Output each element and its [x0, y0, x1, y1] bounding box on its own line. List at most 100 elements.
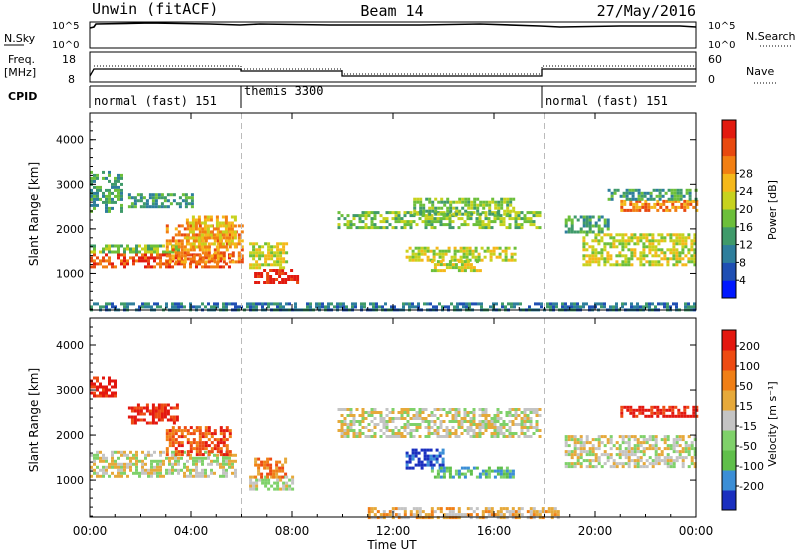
power-cell: [114, 200, 117, 204]
power-cell: [132, 256, 135, 260]
power-cell: [681, 248, 685, 252]
velocity-cell: [514, 411, 518, 414]
velocity-cell: [511, 472, 515, 476]
freq-label-1: Freq.: [8, 53, 35, 66]
velocity-cell: [391, 420, 395, 423]
velocity-cell: [198, 474, 201, 478]
velocity-cell: [397, 417, 401, 420]
power-cell: [197, 233, 201, 237]
velocity-cell: [630, 459, 634, 463]
velocity-cell: [481, 510, 485, 514]
velocity-region: [564, 435, 697, 469]
power-cell: [400, 217, 404, 221]
power-cell: [529, 211, 533, 215]
velocity-cell: [120, 450, 123, 454]
velocity-cell: [490, 510, 494, 514]
velocity-cell: [508, 513, 512, 517]
power-cell: [484, 226, 488, 230]
velocity-cell: [105, 465, 108, 469]
power-cell: [588, 245, 592, 249]
velocity-cell: [174, 441, 178, 445]
velocity-cell: [254, 475, 258, 479]
power-cell: [233, 230, 237, 234]
power-cell: [470, 206, 474, 210]
power-cell: [621, 242, 625, 246]
velocity-cell: [151, 403, 155, 407]
velocity-cell: [609, 435, 613, 439]
power-cell: [249, 254, 253, 258]
power-cell: [570, 218, 574, 222]
velocity-cell: [520, 411, 524, 414]
power-cell: [162, 262, 165, 266]
power-cell: [285, 260, 289, 264]
power-cell: [651, 245, 655, 249]
velocity-cell: [556, 516, 560, 520]
power-cell: [230, 230, 234, 234]
velocity-cell: [683, 405, 687, 409]
velocity-cell: [150, 465, 153, 469]
power-cell: [482, 203, 486, 207]
power-cell: [231, 251, 235, 255]
velocity-cell: [451, 432, 455, 435]
power-cell: [201, 251, 205, 255]
velocity-cell: [672, 444, 676, 448]
power-cell: [215, 245, 219, 249]
power-cell: [446, 209, 450, 213]
velocity-cell: [222, 456, 225, 460]
velocity-cell: [597, 456, 601, 460]
velocity-cell: [269, 469, 273, 473]
power-cell: [683, 202, 687, 206]
power-cell: [180, 245, 184, 249]
velocity-cell: [600, 465, 604, 469]
velocity-cell: [189, 444, 193, 448]
power-cell: [504, 305, 507, 309]
power-cell: [159, 244, 162, 248]
power-cell: [674, 205, 678, 209]
power-cell: [600, 236, 604, 240]
power-cell: [529, 223, 533, 227]
velocity-cell: [612, 459, 616, 463]
power-cell: [209, 215, 213, 219]
velocity-cell: [532, 516, 536, 520]
velocity-cell: [114, 385, 117, 389]
power-cell: [414, 252, 418, 256]
power-cell: [213, 248, 217, 252]
velocity-cell: [418, 435, 422, 438]
velocity-cell: [508, 411, 512, 414]
power-cell: [502, 223, 506, 227]
power-cell: [609, 245, 613, 249]
power-cell: [675, 236, 679, 240]
power-cell: [145, 199, 149, 203]
power-cell: [630, 254, 634, 258]
velocity-cell: [195, 441, 199, 445]
power-cell: [468, 302, 471, 306]
velocity-cell: [180, 453, 184, 457]
power-cell: [436, 263, 440, 267]
velocity-cell: [249, 481, 253, 485]
power-cell: [688, 197, 692, 201]
power-cell: [153, 265, 156, 269]
power-cell: [417, 305, 420, 309]
power-cell: [93, 262, 96, 266]
power-cell: [153, 244, 156, 248]
velocity-cell: [553, 513, 557, 517]
velocity-cell: [514, 414, 518, 417]
power-cell: [258, 257, 262, 261]
power-cell: [661, 194, 665, 198]
velocity-cell: [648, 435, 652, 439]
power-cell: [405, 302, 408, 306]
power-cell: [675, 260, 679, 264]
velocity-cell: [499, 466, 503, 470]
velocity-cell: [621, 462, 625, 466]
velocity-cell: [457, 423, 461, 426]
velocity-cell: [423, 457, 427, 461]
velocity-cell: [391, 516, 395, 520]
velocity-cell: [594, 447, 598, 451]
power-cell: [693, 248, 697, 252]
velocity-colorbar-swatch: [722, 410, 736, 431]
velocity-cell: [231, 465, 234, 469]
velocity-cell: [99, 391, 102, 395]
velocity-cell: [591, 447, 595, 451]
power-cell: [634, 197, 638, 201]
power-cell: [221, 215, 225, 219]
